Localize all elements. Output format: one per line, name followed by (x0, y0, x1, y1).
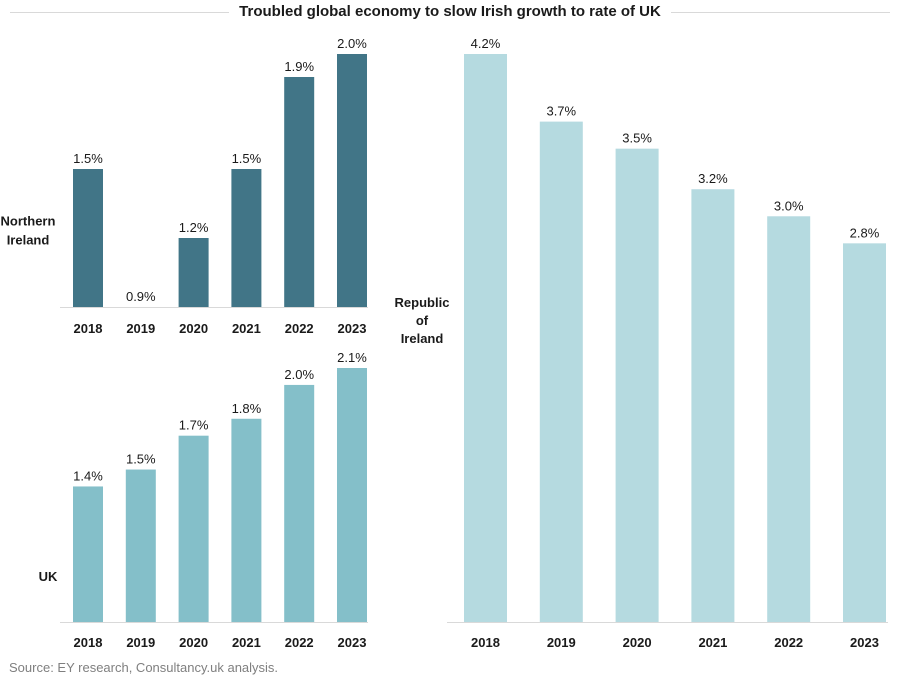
x-tick-label: 2019 (126, 321, 155, 336)
x-tick-label: 2018 (471, 635, 500, 650)
bar (337, 368, 367, 622)
x-tick-label: 2019 (126, 635, 155, 650)
bar (231, 169, 262, 307)
bar-value-label: 1.5% (126, 452, 156, 467)
x-tick-label: 2018 (74, 321, 103, 336)
bar-value-label: 0.9% (126, 289, 156, 304)
x-tick-label: 2019 (547, 635, 576, 650)
x-tick-label: 2023 (850, 635, 879, 650)
bar (843, 243, 886, 623)
region-label: of (416, 313, 429, 328)
x-tick-label: 2020 (179, 321, 208, 336)
bar (125, 469, 156, 622)
x-tick-label: 2020 (623, 635, 652, 650)
bar (284, 77, 315, 307)
bar (73, 486, 103, 622)
bar-value-label: 3.5% (622, 131, 652, 146)
bar-value-label: 1.7% (179, 418, 209, 433)
bar (767, 216, 811, 623)
bar-value-label: 1.4% (73, 468, 103, 483)
region-label: Ireland (7, 233, 50, 248)
bar-value-label: 3.2% (698, 171, 728, 186)
bar-value-label: 1.5% (232, 151, 262, 166)
x-tick-label: 2020 (179, 635, 208, 650)
bar-value-label: 2.1% (337, 350, 367, 365)
x-tick-label: 2021 (232, 635, 261, 650)
x-tick-label: 2023 (338, 635, 367, 650)
bar-value-label: 2.0% (337, 36, 367, 51)
bar-value-label: 1.8% (232, 401, 262, 416)
x-tick-label: 2021 (232, 321, 261, 336)
x-tick-label: 2018 (74, 635, 103, 650)
bar-value-label: 2.0% (284, 367, 314, 382)
x-tick-label: 2022 (774, 635, 803, 650)
region-label: Northern (1, 214, 56, 229)
x-tick-label: 2022 (285, 321, 314, 336)
bar (464, 54, 507, 622)
bar-value-label: 3.0% (774, 198, 804, 213)
chart-title: Troubled global economy to slow Irish gr… (0, 3, 900, 21)
bar (337, 54, 367, 307)
bar-value-label: 3.7% (546, 104, 576, 119)
bar (178, 435, 209, 622)
bar (539, 121, 583, 622)
bar (284, 384, 315, 622)
bar-value-label: 1.2% (179, 220, 209, 235)
bar (691, 189, 735, 622)
x-tick-label: 2021 (698, 635, 727, 650)
region-label: Ireland (401, 331, 444, 346)
bar (73, 169, 103, 307)
bar-value-label: 1.5% (73, 151, 103, 166)
bar (231, 418, 262, 622)
bar (615, 148, 659, 622)
region-label: UK (39, 569, 58, 584)
bar-value-label: 2.8% (850, 225, 880, 240)
x-tick-label: 2023 (338, 321, 367, 336)
x-tick-label: 2022 (285, 635, 314, 650)
bar-value-label: 1.9% (284, 59, 314, 74)
region-label: Republic (395, 295, 450, 310)
bar-value-label: 4.2% (471, 36, 501, 51)
source-note: Source: EY research, Consultancy.uk anal… (9, 660, 279, 675)
bar (178, 238, 209, 307)
